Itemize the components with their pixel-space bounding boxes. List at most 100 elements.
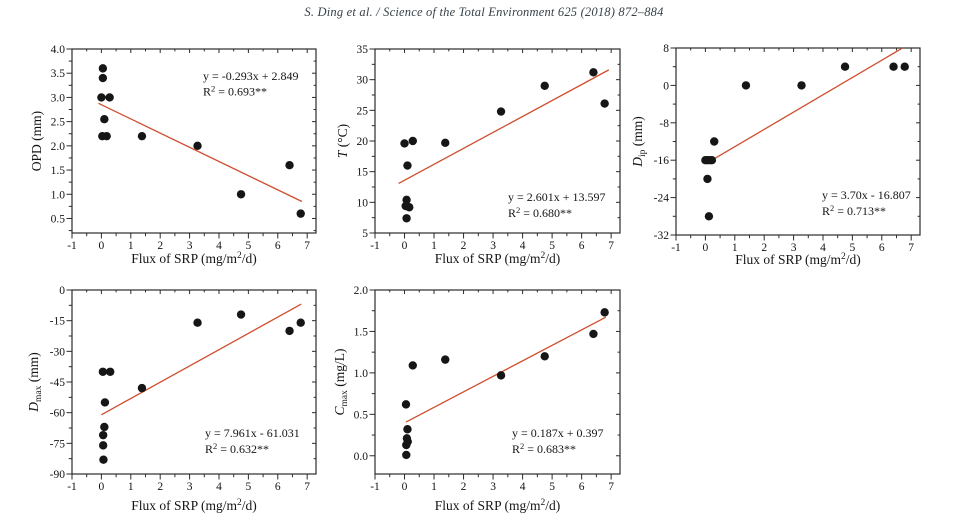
y-tick-label: 3.5 (51, 68, 66, 80)
data-point (704, 212, 714, 221)
fit-equation-label: y = 7.961x - 61.031 (205, 426, 300, 440)
data-point (797, 81, 806, 90)
data-point (589, 329, 598, 339)
y-tick-label: 1.0 (354, 368, 369, 380)
data-point (703, 174, 712, 184)
x-tick-label: 1 (431, 240, 437, 252)
y-tick-label: -32 (654, 230, 670, 242)
y-tick-label: -45 (50, 377, 66, 389)
data-point (105, 93, 114, 102)
data-point (98, 441, 108, 450)
x-tick-label: 7 (908, 242, 914, 254)
x-tick-label: 7 (304, 481, 310, 493)
x-tick-label: 4 (520, 240, 526, 252)
x-tick-label: 6 (275, 240, 281, 252)
x-tick-label: -1 (671, 242, 681, 254)
x-tick-label: 1 (732, 242, 738, 254)
data-point (496, 371, 506, 380)
y-tick-label: -30 (50, 346, 66, 358)
x-tick-label: 1 (128, 240, 134, 252)
data-point (589, 68, 598, 77)
y-tick-label: -16 (654, 155, 670, 167)
y-tick-label: 25 (357, 105, 369, 117)
data-point (98, 73, 108, 83)
y-tick-label: -24 (654, 193, 670, 205)
x-tick-label: 6 (879, 242, 885, 254)
data-point (710, 137, 719, 146)
x-tick-label: 3 (187, 481, 193, 493)
data-point (98, 367, 108, 376)
y-axis-title: Dip (mm) (630, 116, 648, 168)
data-point (102, 131, 111, 141)
x-tick-label: 3 (791, 242, 797, 254)
y-tick-label: 0.5 (51, 213, 66, 225)
x-tick-label: 5 (246, 481, 252, 493)
regression-line (405, 316, 607, 423)
y-tick-label: 30 (357, 75, 369, 87)
x-tick-label: 2 (157, 481, 163, 493)
y-tick-label: 0 (663, 80, 669, 92)
data-point (285, 326, 294, 336)
regression-line (707, 47, 903, 164)
data-point (889, 62, 898, 71)
x-tick-label: 1 (431, 481, 437, 493)
x-tick-label: 0 (99, 481, 105, 493)
data-point (496, 107, 506, 116)
data-point (97, 93, 106, 102)
x-tick-label: 4 (520, 481, 526, 493)
regression-line (101, 303, 302, 416)
x-tick-label: 5 (549, 481, 555, 493)
data-point (405, 203, 414, 212)
fit-equation-label: y = 3.70x - 16.807 (822, 188, 911, 202)
data-point (540, 352, 549, 361)
data-point (441, 355, 450, 364)
data-point (540, 81, 549, 91)
y-tick-label: 1.0 (51, 189, 66, 201)
y-axis-title: OPD (mm) (29, 111, 44, 171)
x-axis-title: Flux of SRP (mg/m2/d) (735, 252, 860, 267)
data-point (296, 209, 305, 218)
panel-t: -1 0 1 2 3 4 5 6 7 5 10 15 20 25 30 35 y = 2.601x + 13.5… (335, 44, 621, 266)
y-tick-label: -15 (50, 316, 66, 328)
x-tick-label: 2 (761, 242, 767, 254)
x-tick-label: 5 (246, 240, 252, 252)
x-axis-title: Flux of SRP (mg/m2/d) (435, 251, 560, 266)
data-point (137, 131, 147, 141)
x-tick-label: 1 (128, 481, 134, 493)
citation-text: S. Ding et al. / Science of the Total En… (304, 5, 664, 19)
data-point (402, 214, 411, 223)
y-tick-label: 2.0 (354, 285, 369, 297)
r-squared-label: R2 = 0.713** (822, 203, 886, 218)
data-point (193, 318, 202, 327)
y-axis-title: Dmax (mm) (26, 352, 44, 412)
x-axis-title: Flux of SRP (mg/m2/d) (435, 498, 560, 513)
data-point (236, 310, 246, 319)
x-tick-label: 0 (402, 240, 408, 252)
y-tick-label: -75 (50, 438, 66, 450)
data-point (98, 430, 108, 440)
x-tick-label: -1 (370, 240, 380, 252)
x-tick-label: 5 (850, 242, 856, 254)
y-tick-label: 0 (59, 285, 65, 297)
r-squared-label: R2 = 0.680** (508, 205, 572, 220)
data-point (98, 64, 108, 73)
data-point (402, 195, 411, 205)
data-point (137, 383, 147, 393)
y-tick-label: 15 (357, 167, 369, 179)
x-tick-label: 7 (608, 481, 614, 493)
data-point (100, 422, 109, 432)
x-tick-label: 6 (579, 240, 585, 252)
x-tick-label: 2 (461, 481, 467, 493)
data-point (403, 425, 412, 434)
r-squared-label: R2 = 0.693** (203, 84, 267, 99)
data-point (441, 138, 450, 148)
fit-equation-label: y = 0.187x + 0.397 (512, 426, 604, 440)
panel-cmax: -1 0 1 2 3 4 5 6 7 0.0 0.5 1.0 1.5 2.0 y = 0.187x + 0.… (332, 285, 621, 513)
data-point (402, 450, 411, 460)
y-tick-label: -8 (659, 118, 669, 130)
x-tick-label: 3 (490, 481, 496, 493)
x-tick-label: 5 (549, 240, 555, 252)
panel-dmax: -1 0 1 2 3 4 5 6 7 -90 -75 -60 -45 -30 -15 0 y = 7.961x … (26, 285, 317, 513)
